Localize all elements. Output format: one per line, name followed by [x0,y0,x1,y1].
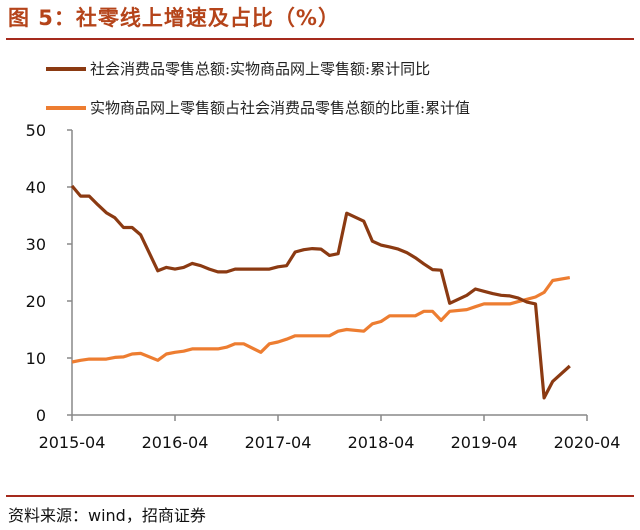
y-tick-label: 50 [26,121,46,140]
chart-title: 图 5：社零线上增速及占比（%） [8,6,340,30]
legend-item-series1: 社会消费品零售总额:实物商品网上零售额:累计同比 [46,58,430,79]
source-note: 资料来源：wind，招商证券 [8,506,206,525]
footer-divider [6,495,634,497]
x-tick-label: 2016-04 [142,433,209,452]
series-line-2 [71,276,571,364]
legend-item-series2: 实物商品网上零售额占社会消费品零售总额的比重:累计值 [46,97,470,118]
y-tick-label: 20 [26,292,46,311]
x-tick-label: 2020-04 [554,433,621,452]
legend-swatch-series1 [46,66,86,71]
x-tick-label: 2019-04 [451,433,518,452]
y-tick-label: 40 [26,178,46,197]
x-tick-label: 2015-04 [39,433,106,452]
y-tick-label: 10 [26,349,46,368]
series-line-1 [70,184,571,400]
legend-label-series1: 社会消费品零售总额:实物商品网上零售额:累计同比 [90,60,431,78]
legend-swatch-series2 [46,105,86,110]
y-tick-label: 0 [36,406,46,425]
x-tick-label: 2018-04 [348,433,415,452]
x-tick-label: 2017-04 [245,433,312,452]
line-chart: 0 10 20 30 40 50 2015-04 2016-04 2017-04 2018-04 2… [26,121,621,452]
legend-label-series2: 实物商品网上零售额占社会消费品零售总额的比重:累计值 [90,99,471,117]
title-divider [6,38,634,40]
y-tick-label: 30 [26,235,46,254]
